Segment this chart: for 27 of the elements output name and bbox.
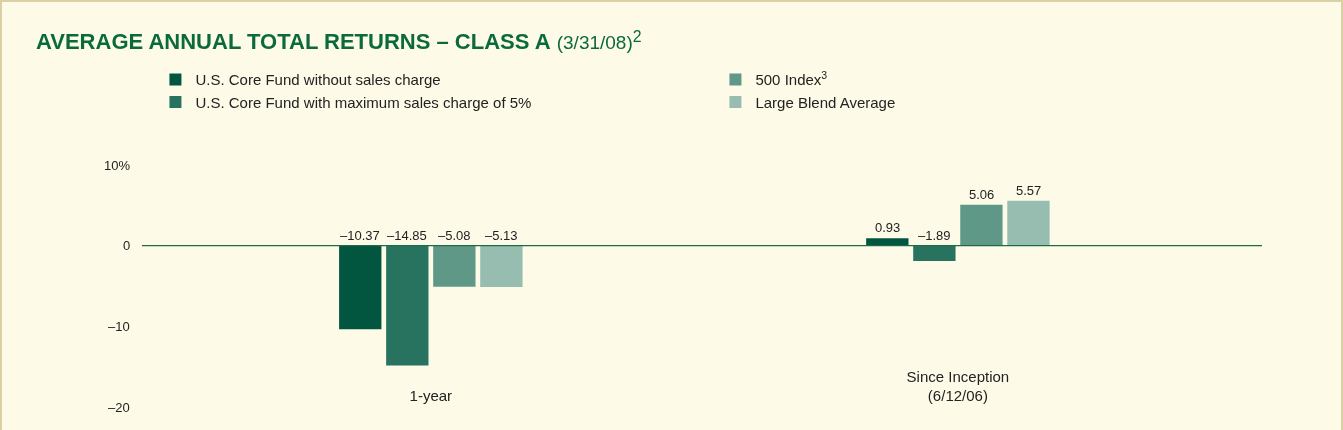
bar xyxy=(433,245,476,287)
bar xyxy=(913,245,956,261)
data-label: –5.08 xyxy=(438,228,471,243)
data-label: –5.13 xyxy=(485,228,518,243)
legend-label: Large Blend Average xyxy=(755,93,896,111)
y-tick-label: 0 xyxy=(123,238,131,253)
bar xyxy=(1007,200,1050,246)
x-tick-label: Since Inception (6/12/06) xyxy=(906,367,1010,404)
legend-label: U.S. Core Fund without sales charge xyxy=(195,71,441,89)
chart-subtitle: (3/31/08)$^{2}$ xyxy=(556,28,642,54)
y-tick-label: –10 xyxy=(108,319,130,334)
data-label: –10.37 xyxy=(340,228,380,243)
x-tick-label: 1-year xyxy=(409,387,453,404)
data-label: –1.89 xyxy=(918,228,951,243)
bar xyxy=(386,245,429,366)
bar xyxy=(339,245,382,330)
y-tick-label: –20 xyxy=(108,400,130,415)
data-label: –14.85 xyxy=(387,228,427,243)
data-label: 5.06 xyxy=(969,187,995,202)
legend-label: 500 Index$^{3}$ xyxy=(755,69,828,89)
chart-title: AVERAGE ANNUAL TOTAL RETURNS – CLASS A xyxy=(36,29,551,55)
bar xyxy=(480,245,523,288)
bar xyxy=(960,204,1003,246)
y-tick-label: 10% xyxy=(104,158,131,173)
legend-label: U.S. Core Fund with maximum sales charge of 5% xyxy=(195,93,532,111)
data-label: 5.57 xyxy=(1016,183,1042,198)
data-label: 0.93 xyxy=(875,220,901,235)
